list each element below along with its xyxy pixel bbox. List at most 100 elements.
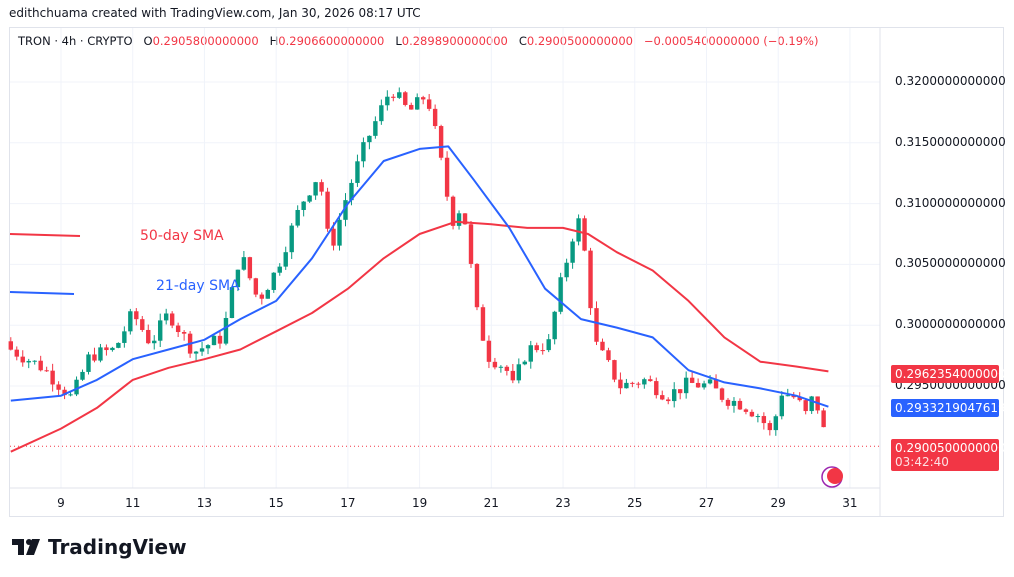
candle-body [68,394,73,396]
candle-body [426,99,432,109]
candle-body [432,108,438,127]
candle-body [731,400,737,406]
candle-body [140,319,145,330]
candle-body [361,142,366,162]
time-tick-label: 17 [340,496,356,510]
candle-body [594,308,599,342]
price-tick-label: 0.3150000000000 [895,134,1006,149]
sma21-line [10,145,829,408]
candle-body [403,92,408,105]
candle-body [211,335,217,346]
candle-body [773,416,779,431]
candle-body [779,395,784,417]
candle-body [701,383,707,388]
price-tick-label: 0.3100000000000 [895,195,1006,210]
close-label: C [518,34,527,48]
candle-body [205,345,211,349]
candle-body [337,219,342,246]
candle-body [367,135,372,143]
candle-body [582,218,587,251]
sma50-price-tag: 0.2962354000000 [891,365,1006,383]
time-tick-label: 21 [483,496,499,510]
candle-body [552,311,557,340]
candle-body [199,348,205,352]
low-label: L [395,34,402,48]
time-tick-label: 23 [555,496,571,510]
candle-body [588,250,593,309]
candle-body [122,331,127,343]
candle-body [612,360,617,380]
open-label: O [143,34,153,48]
candle-body [456,213,462,226]
candle-body [319,182,324,192]
ohlc-legend: TRON · 4h · CRYPTO O0.2905800000000 H0.2… [18,34,818,48]
candle-body [468,224,474,264]
candle-body [379,105,384,122]
sma50-annotation: 50-day SMA [140,228,224,244]
open-value: 0.2905800000000 [152,34,259,48]
candle-body [217,335,223,344]
candle-body [98,347,103,361]
symbol-label[interactable]: TRON · 4h · CRYPTO [18,34,133,48]
candle-body [283,252,288,267]
candle-body [355,161,360,183]
candle-body [241,257,247,270]
sma21-annotation: 21-day SMA [156,278,240,294]
candle-body [349,182,354,201]
candle-body [175,325,181,333]
bar-countdown: 03:42:40 [895,455,949,469]
candle-body [391,96,396,98]
time-tick-label: 11 [125,496,141,510]
candle-body [128,311,133,332]
candle-body [253,278,259,295]
candle-body [313,182,318,196]
candle-body [50,370,55,385]
candle-body [415,97,420,110]
candle-body [743,409,749,412]
candle-body [44,370,49,372]
low-value: 0.2898900000000 [401,34,508,48]
candle-body [648,379,653,382]
last-price-tag: 0.2900500000000 03:42:40 [891,439,1006,471]
candle-body [277,266,282,273]
candle-body [689,377,695,383]
candle-body [504,366,510,371]
high-value: 0.2906600000000 [278,34,385,48]
close-value: 0.2900500000000 [526,34,633,48]
candle-body [193,351,199,354]
candle-body [624,382,629,389]
candle-body [498,366,504,368]
high-label: H [269,34,279,48]
tv-logo-icon [12,539,40,555]
time-tick-label: 29 [770,496,786,510]
candle-body [8,341,13,350]
candle-body [373,121,378,136]
candle-body [683,377,689,394]
candle-body [618,379,623,389]
candle-body [677,389,683,394]
candle-body [38,360,43,371]
sma50-legend-line [9,233,81,237]
candle-body [265,289,270,299]
candle-body [522,361,527,365]
candle-body [26,360,31,363]
time-tick-label: 9 [57,496,65,510]
candle-body [134,311,139,320]
candle-body [32,360,37,362]
candle-body [660,395,665,400]
candle-body [223,317,229,344]
candle-body [444,157,450,197]
candle-body [707,379,713,384]
tradingview-logo[interactable]: TradingView [12,535,187,559]
candle-body [558,277,563,312]
candle-body [725,399,731,406]
candle-body [600,341,605,351]
candle-body [271,272,276,290]
candle-body [570,241,575,263]
candle-body [564,262,569,278]
candle-body [486,340,492,362]
candle-body [158,320,163,341]
candle-body [56,384,61,390]
candle-body [654,381,659,396]
